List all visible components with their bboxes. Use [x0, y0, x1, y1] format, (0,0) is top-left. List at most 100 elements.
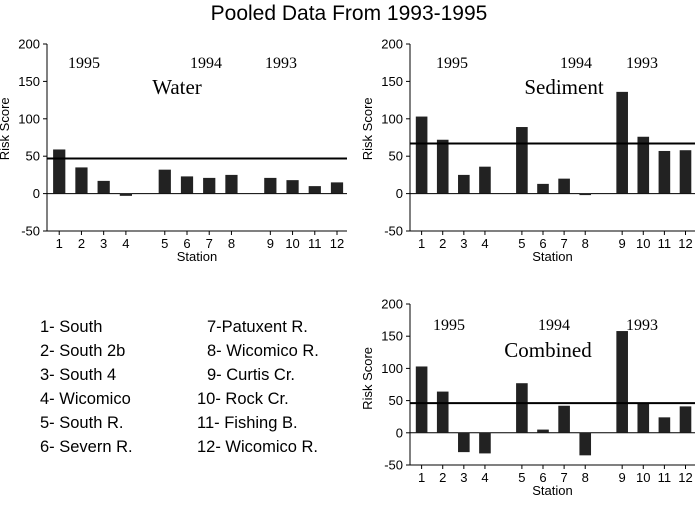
y-tick-label: 50: [26, 149, 40, 164]
year-label-1995: 1995: [68, 55, 100, 72]
y-tick-label: -50: [384, 224, 403, 239]
x-tick-label: 5: [518, 470, 525, 485]
bar-station-2: [436, 391, 449, 433]
bar-station-6: [537, 429, 549, 433]
bar-station-11: [658, 150, 671, 194]
legend-item-6: 6- Severn R.: [40, 438, 133, 456]
x-tick-label: 12: [330, 236, 344, 251]
bar-station-6: [537, 183, 549, 194]
legend-item-8: 8- Wicomico R.: [207, 342, 319, 360]
x-tick-label: 9: [267, 236, 274, 251]
x-tick-label: 9: [619, 470, 626, 485]
y-tick-label: 0: [396, 425, 403, 440]
x-tick-label: 7: [560, 236, 567, 251]
bar-station-3: [458, 432, 470, 453]
x-tick-label: 8: [582, 470, 589, 485]
x-tick-label: 11: [308, 236, 322, 251]
y-tick-label: 100: [18, 111, 40, 126]
x-tick-label: 2: [78, 236, 85, 251]
x-tick-label: 4: [481, 470, 488, 485]
x-tick-label: 6: [539, 236, 546, 251]
y-tick-label: 50: [389, 393, 403, 408]
y-tick-label: 0: [33, 186, 40, 201]
year-label-1994: 1994: [538, 317, 570, 334]
chart-title: Pooled Data From 1993-1995: [210, 2, 488, 25]
panel-label: Sediment: [524, 75, 603, 99]
x-tick-label: 4: [481, 236, 488, 251]
bar-station-10: [637, 136, 650, 194]
y-tick-label: 150: [381, 74, 403, 89]
x-tick-label: 12: [678, 236, 692, 251]
legend-item-5: 5- South R.: [40, 414, 124, 432]
year-label-1993: 1993: [626, 317, 658, 334]
x-tick-label: 4: [122, 236, 129, 251]
x-tick-label: 9: [619, 236, 626, 251]
x-tick-label: 5: [518, 236, 525, 251]
legend-item-1: 1- South: [40, 318, 103, 336]
bar-station-3: [458, 174, 470, 194]
x-tick-label: 11: [658, 236, 672, 251]
y-tick-label: 100: [381, 111, 403, 126]
x-tick-label: 8: [228, 236, 235, 251]
x-tick-label: 6: [539, 470, 546, 485]
bar-station-7: [203, 177, 216, 194]
panel-label: Combined: [504, 338, 592, 362]
x-tick-label: 8: [582, 236, 589, 251]
bar-station-10: [637, 403, 650, 433]
legend-item-9: 9- Curtis Cr.: [207, 366, 296, 384]
y-tick-label: 150: [18, 74, 40, 89]
bar-station-12: [330, 182, 344, 194]
bar-station-4: [479, 432, 491, 454]
y-tick-label: -50: [384, 458, 403, 473]
legend-item-10: 10- Rock Cr.: [197, 390, 289, 408]
bar-station-12: [679, 150, 692, 194]
x-tick-label: 5: [161, 236, 168, 251]
x-tick-label: 6: [183, 236, 190, 251]
bar-station-4: [479, 166, 491, 194]
bar-station-10: [286, 180, 299, 194]
x-axis-title: Station: [177, 249, 217, 264]
bar-station-5: [516, 127, 528, 194]
year-label-1995: 1995: [433, 317, 465, 334]
y-tick-label: 150: [381, 329, 403, 344]
x-tick-label: 10: [285, 236, 299, 251]
x-tick-label: 2: [439, 236, 446, 251]
y-tick-label: 0: [396, 186, 403, 201]
y-axis-title: Risk Score: [0, 97, 12, 160]
bar-station-5: [158, 169, 171, 194]
bar-station-2: [75, 167, 88, 194]
year-label-1995: 1995: [436, 55, 468, 72]
bar-station-12: [679, 406, 692, 433]
x-tick-label: 1: [418, 470, 425, 485]
legend-item-12: 12- Wicomico R.: [197, 438, 319, 456]
legend-item-4: 4- Wicomico: [40, 390, 131, 408]
bar-station-7: [558, 178, 570, 194]
x-tick-label: 3: [460, 470, 467, 485]
bar-station-8: [225, 174, 238, 194]
bar-station-1: [53, 149, 66, 194]
legend-item-3: 3- South 4: [40, 366, 117, 384]
bar-station-11: [308, 186, 321, 194]
y-tick-label: 200: [381, 297, 403, 312]
x-tick-label: 1: [56, 236, 63, 251]
year-label-1993: 1993: [626, 55, 658, 72]
y-tick-label: 100: [381, 361, 403, 376]
panel-label: Water: [152, 75, 202, 99]
x-tick-label: 10: [636, 470, 650, 485]
bar-station-8: [579, 193, 592, 196]
x-axis-title: Station: [532, 483, 572, 498]
legend-item-2: 2- South 2b: [40, 342, 126, 360]
bar-station-2: [436, 139, 449, 194]
year-label-1994: 1994: [190, 55, 222, 72]
bar-station-5: [516, 383, 528, 433]
x-tick-label: 10: [636, 236, 650, 251]
x-tick-label: 7: [560, 470, 567, 485]
year-label-1994: 1994: [560, 55, 592, 72]
x-tick-label: 3: [100, 236, 107, 251]
y-tick-label: 200: [381, 37, 403, 52]
bar-station-7: [558, 405, 570, 433]
bar-station-6: [180, 176, 194, 194]
x-tick-label: 3: [460, 236, 467, 251]
y-axis-title: Risk Score: [360, 347, 375, 410]
